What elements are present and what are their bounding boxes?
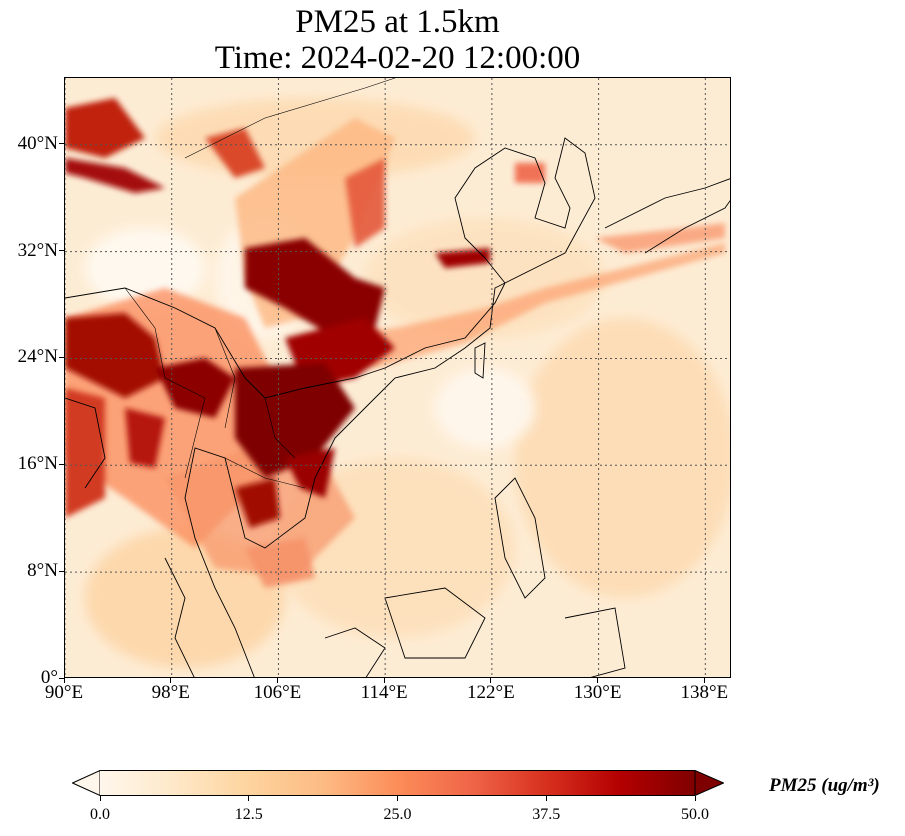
colorbar-tick: [99, 796, 101, 801]
latitude-tick-label: 16°N: [17, 453, 58, 475]
latitude-tick-label: 0°: [40, 667, 58, 688]
longitude-tick-label: 138°E: [680, 682, 729, 703]
colorbar-tick-label: 50.0: [681, 806, 709, 823]
latitude-tick: [59, 677, 64, 679]
latitude-tick: [59, 143, 64, 145]
longitude-tick-label: 122°E: [467, 682, 515, 703]
colorbar-tick: [694, 796, 696, 801]
colorbar-tick-label: 25.0: [383, 806, 412, 823]
latitude-tick-label: 40°N: [17, 132, 58, 154]
latitude-tick: [59, 250, 64, 252]
longitude-tick: [276, 678, 278, 683]
latitude-tick: [59, 570, 64, 572]
longitude-tick: [597, 678, 599, 683]
colorbar-tick-label: 37.5: [532, 806, 561, 823]
colorbar-label: PM25 (ug/m³): [769, 775, 880, 796]
longitude-tick-label: 106°E: [253, 682, 302, 703]
longitude-tick: [703, 678, 705, 683]
gridlines: [65, 78, 730, 677]
longitude-tick: [63, 678, 65, 683]
colorbar-gradient: [100, 770, 695, 796]
colorbar-tick-label: 12.5: [234, 806, 263, 823]
colorbar-max-extend: [694, 769, 725, 797]
longitude-tick: [490, 678, 492, 683]
latitude-tick-label: 32°N: [17, 239, 58, 261]
latitude-tick: [59, 356, 64, 358]
colorbar-tick: [397, 796, 398, 801]
colorbar-tick: [545, 796, 547, 801]
country-borders: [124, 78, 396, 489]
colorbar-tick: [248, 796, 250, 801]
longitude-tick: [170, 678, 172, 683]
map-plot-area: [64, 77, 731, 678]
chart-title-line-1: PM25 at 1.5km: [295, 4, 500, 40]
concentration-field: [65, 78, 730, 677]
coastlines: [65, 137, 730, 677]
longitude-tick: [383, 678, 385, 683]
pm25-map: [65, 78, 730, 677]
longitude-tick-label: 114°E: [360, 682, 408, 703]
longitude-tick-label: 98°E: [151, 682, 190, 703]
latitude-tick-label: 24°N: [17, 346, 58, 368]
colorbar: [71, 769, 725, 797]
latitude-tick-label: 8°N: [27, 560, 58, 582]
chart-title-line-2: Time: 2024-02-20 12:00:00: [214, 40, 581, 76]
colorbar-min-extend: [71, 769, 101, 797]
longitude-tick-label: 130°E: [573, 682, 622, 703]
longitude-tick-label: 90°E: [44, 682, 84, 703]
colorbar-tick-label: 0.0: [90, 806, 110, 823]
colorbar-graphic: [71, 769, 725, 797]
latitude-tick: [59, 463, 64, 465]
